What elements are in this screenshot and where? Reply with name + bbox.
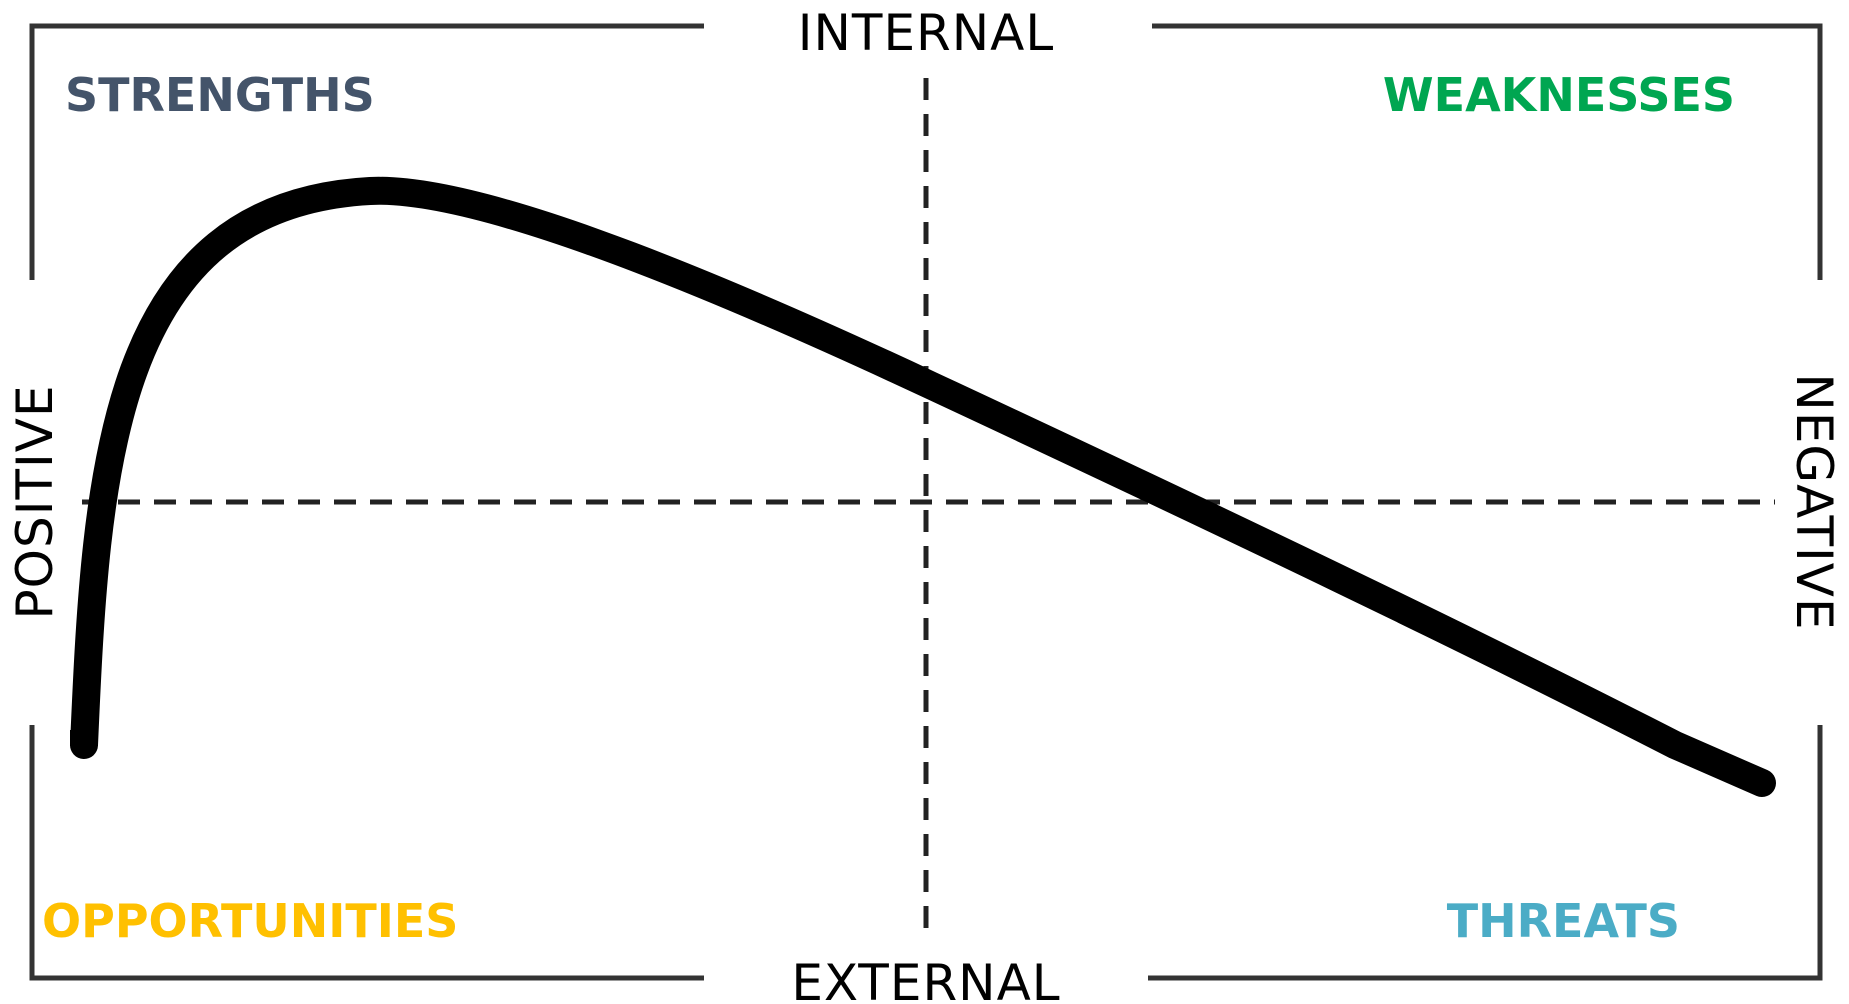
frame-bottom-right-bracket (1148, 725, 1823, 981)
external-label: EXTERNAL (791, 954, 1060, 1004)
positive-label: POSITIVE (6, 384, 64, 619)
internal-label: INTERNAL (798, 4, 1055, 62)
strengths-label: STRENGTHS (65, 68, 375, 122)
opportunities-label: OPPORTUNITIES (42, 894, 458, 948)
frame (29, 23, 1823, 981)
trend-curve (70, 176, 1776, 797)
frame-top-right-bracket (1152, 23, 1823, 280)
frame-bottom-left-bracket (29, 725, 704, 981)
negative-label: NEGATIVE (1785, 373, 1843, 630)
frame-top-left-bracket (29, 23, 704, 280)
trend-curve-start-cap (70, 730, 98, 746)
weaknesses-label: WEAKNESSES (1383, 68, 1735, 122)
threats-label: THREATS (1447, 894, 1680, 948)
